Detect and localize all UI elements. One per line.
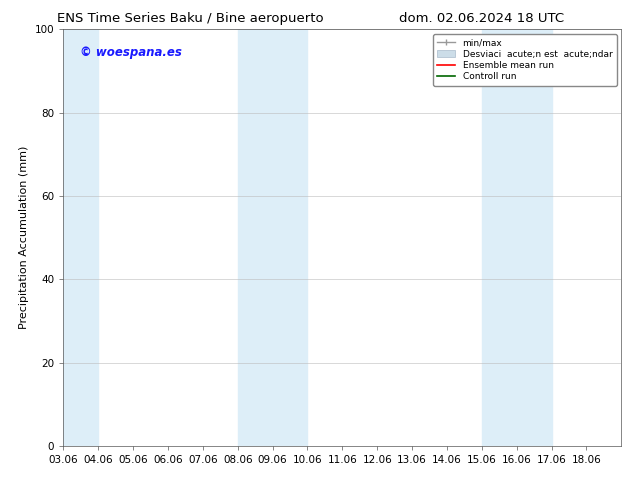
Legend: min/max, Desviaci  acute;n est  acute;ndar, Ensemble mean run, Controll run: min/max, Desviaci acute;n est acute;ndar… — [433, 34, 617, 86]
Bar — [238, 29, 307, 446]
Text: dom. 02.06.2024 18 UTC: dom. 02.06.2024 18 UTC — [399, 12, 564, 25]
Text: ENS Time Series Baku / Bine aeropuerto: ENS Time Series Baku / Bine aeropuerto — [57, 12, 323, 25]
Bar — [482, 29, 552, 446]
Bar — [63, 29, 98, 446]
Y-axis label: Precipitation Accumulation (mm): Precipitation Accumulation (mm) — [19, 146, 29, 329]
Text: © woespana.es: © woespana.es — [80, 46, 182, 59]
